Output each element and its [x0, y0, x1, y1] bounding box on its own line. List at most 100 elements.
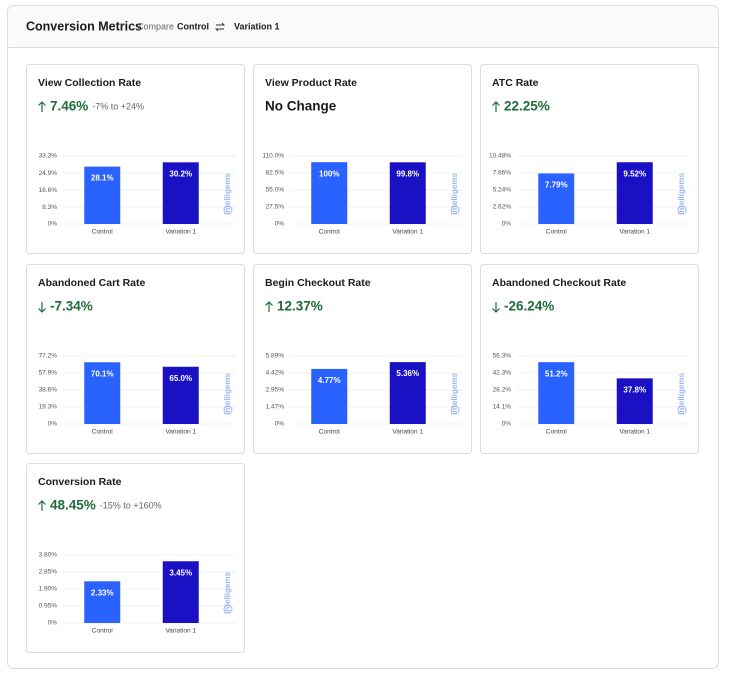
bar: [616, 378, 653, 424]
y-tick-label: 8.3%: [42, 204, 57, 211]
swap-icon[interactable]: [214, 22, 226, 32]
x-tick-label: Control: [92, 429, 114, 436]
y-tick-label: 1.47%: [266, 404, 285, 411]
panel-header: [8, 6, 718, 47]
metric-card: Abandoned Cart Rate -7.34% 0% 19.3% 38.6% 57.…: [26, 264, 245, 454]
change-range: -7% to +24%: [92, 101, 144, 111]
card-title: View Collection Rate: [38, 77, 141, 89]
watermark-logo: [677, 405, 687, 415]
y-tick-label: 2.62%: [493, 204, 512, 211]
compare-label: Compare: [137, 21, 174, 31]
change-value: 48.45%: [50, 498, 96, 513]
card-title: Begin Checkout Rate: [265, 277, 371, 289]
bar: [389, 162, 426, 224]
card-frame: [253, 264, 472, 454]
card-frame: [26, 463, 245, 653]
change-arrow: [265, 301, 273, 312]
y-tick-label: 77.2%: [39, 353, 58, 360]
x-tick-label: Variation 1: [392, 429, 423, 436]
watermark: intelligems: [677, 173, 686, 215]
bar: [162, 561, 199, 623]
y-tick-label: 0%: [48, 221, 58, 228]
watermark-logo: [223, 405, 233, 415]
watermark: intelligems: [450, 173, 459, 215]
y-tick-label: 2.85%: [39, 569, 58, 576]
change-arrow: [38, 500, 46, 511]
bar: [162, 366, 199, 424]
bar-value-label: 9.52%: [623, 169, 646, 178]
y-tick-label: 0%: [48, 620, 58, 627]
control-name[interactable]: Control: [177, 21, 209, 31]
y-tick-label: 4.42%: [266, 370, 285, 377]
bar-value-label: 37.8%: [623, 385, 646, 394]
x-tick-label: Variation 1: [392, 229, 423, 236]
change-value: No Change: [265, 99, 337, 114]
y-tick-label: 5.89%: [266, 353, 285, 360]
bar-value-label: 5.36%: [396, 369, 419, 378]
bar-value-label: 4.77%: [318, 376, 341, 385]
bar: [311, 162, 348, 224]
y-tick-label: 7.86%: [493, 170, 512, 177]
bar: [616, 162, 653, 224]
y-tick-label: 33.3%: [39, 153, 58, 160]
bar-value-label: 99.8%: [396, 169, 419, 178]
y-tick-label: 10.48%: [489, 153, 511, 160]
watermark: intelligems: [677, 373, 686, 415]
watermark: intelligems: [223, 572, 232, 614]
x-tick-label: Variation 1: [165, 628, 196, 635]
y-tick-label: 1.90%: [39, 586, 58, 593]
card-frame: [253, 64, 472, 254]
card-title: Conversion Rate: [38, 476, 122, 488]
metric-card: Conversion Rate 48.45% -15% to +160% 0% 0.95…: [26, 463, 245, 653]
y-tick-label: 82.5%: [266, 170, 285, 177]
change-arrow: [38, 101, 46, 112]
metric-card: View Collection Rate 7.46% -7% to +24% 0% 8.…: [26, 64, 245, 254]
y-tick-label: 19.3%: [39, 404, 58, 411]
metric-card: Abandoned Checkout Rate -26.24% 0% 14.1% 28.…: [480, 264, 699, 454]
y-tick-label: 55.0%: [266, 187, 285, 194]
x-tick-label: Variation 1: [165, 229, 196, 236]
x-tick-label: Variation 1: [165, 429, 196, 436]
bar-value-label: 28.1%: [91, 174, 114, 183]
bar: [162, 162, 199, 224]
bar-value-label: 30.2%: [169, 169, 192, 178]
card-frame: [480, 264, 699, 454]
card-frame: [480, 64, 699, 254]
x-tick-label: Variation 1: [619, 229, 650, 236]
y-tick-label: 27.5%: [266, 204, 285, 211]
watermark-logo: [450, 205, 460, 215]
y-tick-label: 0%: [275, 221, 285, 228]
y-tick-label: 0%: [502, 221, 512, 228]
x-tick-label: Control: [546, 229, 568, 236]
change-value: -7.34%: [50, 299, 93, 314]
change-value: 7.46%: [50, 99, 88, 114]
watermark-logo: [223, 604, 233, 614]
variation-name[interactable]: Variation 1: [234, 21, 280, 31]
card-title: Abandoned Cart Rate: [38, 277, 146, 289]
change-arrow: [492, 302, 500, 313]
y-tick-label: 14.1%: [493, 404, 512, 411]
bar: [538, 173, 575, 224]
y-tick-label: 5.24%: [493, 187, 512, 194]
y-tick-label: 3.80%: [39, 552, 58, 559]
watermark-logo: [677, 205, 687, 215]
card-title: Abandoned Checkout Rate: [492, 277, 626, 289]
bar-value-label: 100%: [319, 169, 339, 178]
y-tick-label: 56.3%: [493, 353, 512, 360]
metric-card: ATC Rate 22.25% 0% 2.62% 5.24% 7.86% 10.48% 7.7…: [480, 64, 699, 254]
bar: [84, 362, 121, 424]
bar-value-label: 7.79%: [545, 181, 568, 190]
y-tick-label: 24.9%: [39, 170, 58, 177]
metric-card: View Product Rate No Change 0% 27.5% 55.0% 82…: [253, 64, 472, 254]
change-range: -15% to +160%: [100, 500, 162, 510]
card-title: ATC Rate: [492, 77, 539, 89]
watermark: intelligems: [450, 373, 459, 415]
metric-card: Begin Checkout Rate 12.37% 0% 1.47% 2.95% 4.4…: [253, 264, 472, 454]
change-value: -26.24%: [504, 299, 554, 314]
bar: [311, 368, 348, 424]
y-tick-label: 2.95%: [266, 387, 285, 394]
y-tick-label: 0.95%: [39, 603, 58, 610]
card-frame: [26, 64, 245, 254]
x-tick-label: Control: [92, 628, 114, 635]
